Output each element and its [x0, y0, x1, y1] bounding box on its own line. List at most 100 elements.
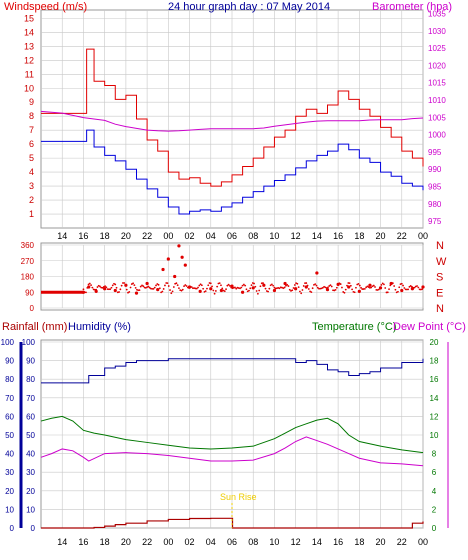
x-tick-label: 18 [100, 537, 110, 547]
direction-point [226, 284, 229, 287]
direction-point [180, 289, 183, 292]
direction-point [327, 286, 329, 289]
direction-point [259, 285, 262, 288]
temperature-series-line [40, 415, 424, 454]
y-tick-label-humidity: 20 [26, 487, 35, 496]
direction-point [115, 286, 118, 289]
y-tick-label-wind: 10 [24, 83, 34, 93]
y-tick-label-wind: 1 [29, 209, 34, 219]
direction-point [139, 285, 142, 288]
direction-point [267, 290, 269, 293]
direction-point [90, 284, 92, 286]
direction-point [192, 287, 194, 290]
direction-point [386, 291, 389, 294]
direction-point [348, 282, 351, 285]
direction-point [114, 283, 117, 286]
direction-point [110, 286, 113, 289]
direction-point [253, 282, 255, 285]
direction-point [321, 286, 324, 289]
direction-point [337, 284, 340, 286]
y-tick-label-barometer: 995 [428, 148, 442, 157]
direction-point [152, 287, 155, 290]
direction-point [220, 284, 222, 287]
direction-point [245, 288, 248, 291]
x-tick-label: 14 [57, 537, 67, 547]
direction-point [227, 283, 230, 286]
direction-point [219, 288, 223, 293]
direction-point [181, 288, 184, 291]
direction-point [91, 286, 94, 289]
y-tick-label-wind: 11 [25, 69, 34, 79]
x-tick-label: 18 [354, 537, 364, 547]
direction-point [360, 286, 362, 289]
x-tick-label: 18 [100, 231, 110, 241]
y-tick-label-rain: 40 [5, 450, 14, 459]
direction-point [155, 284, 157, 287]
y-tick-label-barometer: 975 [428, 217, 442, 226]
direction-point [132, 282, 135, 285]
y-tick-label-rain: 0 [10, 524, 15, 533]
direction-point [234, 286, 236, 289]
y-tick-label-humidity: 100 [22, 338, 36, 347]
direction-point [176, 284, 179, 287]
y-tick-label-rain: 60 [5, 412, 14, 421]
y-tick-label-barometer: 1005 [428, 113, 446, 122]
y-tick-label-humidity: 10 [26, 505, 35, 514]
direction-point [258, 289, 261, 292]
direction-point [198, 284, 201, 287]
direction-point [294, 287, 298, 291]
page-title: 24 hour graph day : 07 May 2014 [168, 1, 330, 13]
direction-point [223, 290, 226, 293]
direction-point [299, 290, 301, 293]
y-tick-label-rain: 80 [5, 375, 14, 384]
y-tick-label-wind: 3 [29, 181, 34, 191]
direction-point [101, 286, 104, 289]
direction-point [111, 284, 114, 287]
direction-point [123, 282, 126, 284]
direction-point [407, 288, 410, 291]
direction-point [404, 288, 407, 291]
direction-point [411, 285, 413, 288]
direction-point [178, 287, 180, 289]
direction-point [119, 288, 122, 291]
direction-point [160, 291, 163, 294]
x-tick-label: 02 [185, 537, 195, 547]
y-tick-label-wind: 6 [29, 139, 34, 149]
x-tick-label: 08 [248, 231, 258, 241]
direction-point [81, 290, 86, 294]
direction-point [381, 282, 384, 285]
direction-point [272, 288, 277, 293]
direction-point [389, 284, 392, 287]
y-tick-label-wind: 2 [29, 195, 34, 205]
y-tick-label-direction: 0 [30, 304, 35, 313]
direction-point [95, 288, 98, 291]
direction-point [161, 267, 165, 272]
direction-point [251, 286, 255, 290]
direction-point [314, 283, 317, 286]
direction-point [134, 286, 137, 289]
x-tick-label: 06 [227, 231, 237, 241]
x-tick-label: 16 [333, 537, 343, 547]
direction-point [285, 284, 287, 287]
humidity-series-line [41, 358, 424, 384]
direction-point [368, 283, 372, 287]
temperature-axis-title: Temperature (°C) [312, 321, 396, 333]
direction-point [315, 271, 319, 275]
compass-label: N [436, 303, 444, 315]
y-tick-label-wind: 9 [29, 97, 34, 107]
x-tick-label: 20 [121, 537, 131, 547]
x-tick-label: 04 [206, 231, 216, 241]
y-tick-label-temperature: 0 [432, 524, 437, 533]
direction-point [256, 292, 259, 295]
direction-point [398, 286, 401, 289]
x-tick-label: 20 [376, 537, 386, 547]
y-tick-label-barometer: 1000 [428, 131, 446, 140]
rainfall-series-line [41, 517, 424, 529]
direction-point [341, 286, 343, 289]
compass-label: N [436, 240, 444, 252]
direction-point [249, 287, 252, 290]
direction-point [166, 257, 170, 261]
direction-point [88, 282, 91, 285]
direction-point [190, 286, 193, 288]
direction-point [218, 282, 221, 285]
